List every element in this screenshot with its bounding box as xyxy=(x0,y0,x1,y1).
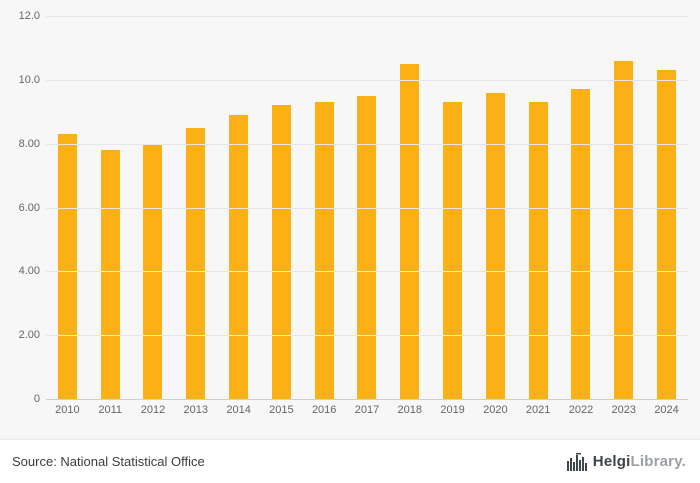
bar-2024[interactable] xyxy=(657,70,677,399)
bar-slot-2017 xyxy=(346,16,389,399)
x-axis-label-2022: 2022 xyxy=(568,404,594,416)
x-axis-label-2013: 2013 xyxy=(183,404,209,416)
y-axis-label-10: 10.0 xyxy=(18,73,40,86)
bar-2018[interactable] xyxy=(400,63,420,399)
gridline-2 xyxy=(46,335,688,337)
y-axis-label-0: 0 xyxy=(33,393,40,405)
x-axis-label-2012: 2012 xyxy=(140,404,166,416)
bar-2023[interactable] xyxy=(614,60,634,399)
gridline-6 xyxy=(46,207,688,209)
bar-slot-2018 xyxy=(388,16,431,399)
gridline-8 xyxy=(46,143,688,145)
x-axis-label-2011: 2011 xyxy=(98,404,123,416)
logo-bars-icon xyxy=(566,452,587,471)
x-axis-label-2018: 2018 xyxy=(397,404,423,416)
bar-slot-2022 xyxy=(560,16,603,399)
x-axis-label-2021: 2021 xyxy=(525,404,551,416)
bar-2016[interactable] xyxy=(314,102,334,399)
logo-text: HelgiLibrary. xyxy=(593,453,686,470)
bar-2017[interactable] xyxy=(357,95,377,399)
bar-slot-2023 xyxy=(602,16,645,399)
helgi-library-logo[interactable]: HelgiLibrary. xyxy=(566,452,686,471)
x-axis-label-2020: 2020 xyxy=(483,404,508,416)
bars-row xyxy=(46,16,688,399)
logo-text-library: Library. xyxy=(630,453,686,470)
y-axis-label-12: 12.0 xyxy=(18,10,40,22)
bar-slot-2024 xyxy=(645,16,688,399)
x-axis-label-2024: 2024 xyxy=(654,404,679,416)
gridline-4 xyxy=(46,271,688,273)
bar-slot-2021 xyxy=(517,16,560,399)
x-axis-label-2014: 2014 xyxy=(226,404,251,416)
y-axis-label-8: 8.00 xyxy=(18,137,40,150)
x-axis-label-2019: 2019 xyxy=(440,404,465,416)
y-axis-label-6: 6.00 xyxy=(18,201,40,214)
x-axis: 2010 2011 2012 2013 2014 2015 2016 2017 2018 2019… xyxy=(46,404,688,416)
bar-2014[interactable] xyxy=(229,114,249,399)
x-axis-label-2015: 2015 xyxy=(269,404,294,416)
bar-slot-2011 xyxy=(89,16,132,399)
bar-2011[interactable] xyxy=(100,150,120,399)
bar-2019[interactable] xyxy=(443,102,463,399)
x-axis-label-2017: 2017 xyxy=(354,404,380,416)
logo-text-helgi: Helgi xyxy=(592,453,631,470)
bar-slot-2019 xyxy=(431,16,474,399)
footer: Source: National Statistical Office xyxy=(0,439,700,483)
bar-slot-2016 xyxy=(303,16,346,399)
bar-2013[interactable] xyxy=(186,127,206,399)
bar-2020[interactable] xyxy=(485,92,505,399)
bar-slot-2010 xyxy=(46,16,89,399)
plot-area: 12.0 10.0 8.00 6.00 4.00 2.00 0 xyxy=(19,11,688,405)
x-axis-label-2023: 2023 xyxy=(611,404,636,416)
bar-slot-2014 xyxy=(217,16,260,399)
x-axis-label-2010: 2010 xyxy=(55,404,80,416)
x-axis-label-2016: 2016 xyxy=(311,404,337,416)
y-axis-label-4: 4.00 xyxy=(18,265,40,278)
bar-2022[interactable] xyxy=(571,89,591,399)
bar-2015[interactable] xyxy=(271,105,291,399)
gridline-12 xyxy=(46,16,688,17)
bar-slot-2015 xyxy=(260,16,303,399)
gridline-10 xyxy=(46,79,688,81)
source-text: Source: National Statistical Office xyxy=(12,454,205,469)
bar-slot-2020 xyxy=(474,16,517,399)
bar-2021[interactable] xyxy=(528,102,548,399)
y-axis-label-2: 2.00 xyxy=(18,329,40,342)
bar-2010[interactable] xyxy=(57,134,77,399)
bar-slot-2013 xyxy=(174,16,217,399)
